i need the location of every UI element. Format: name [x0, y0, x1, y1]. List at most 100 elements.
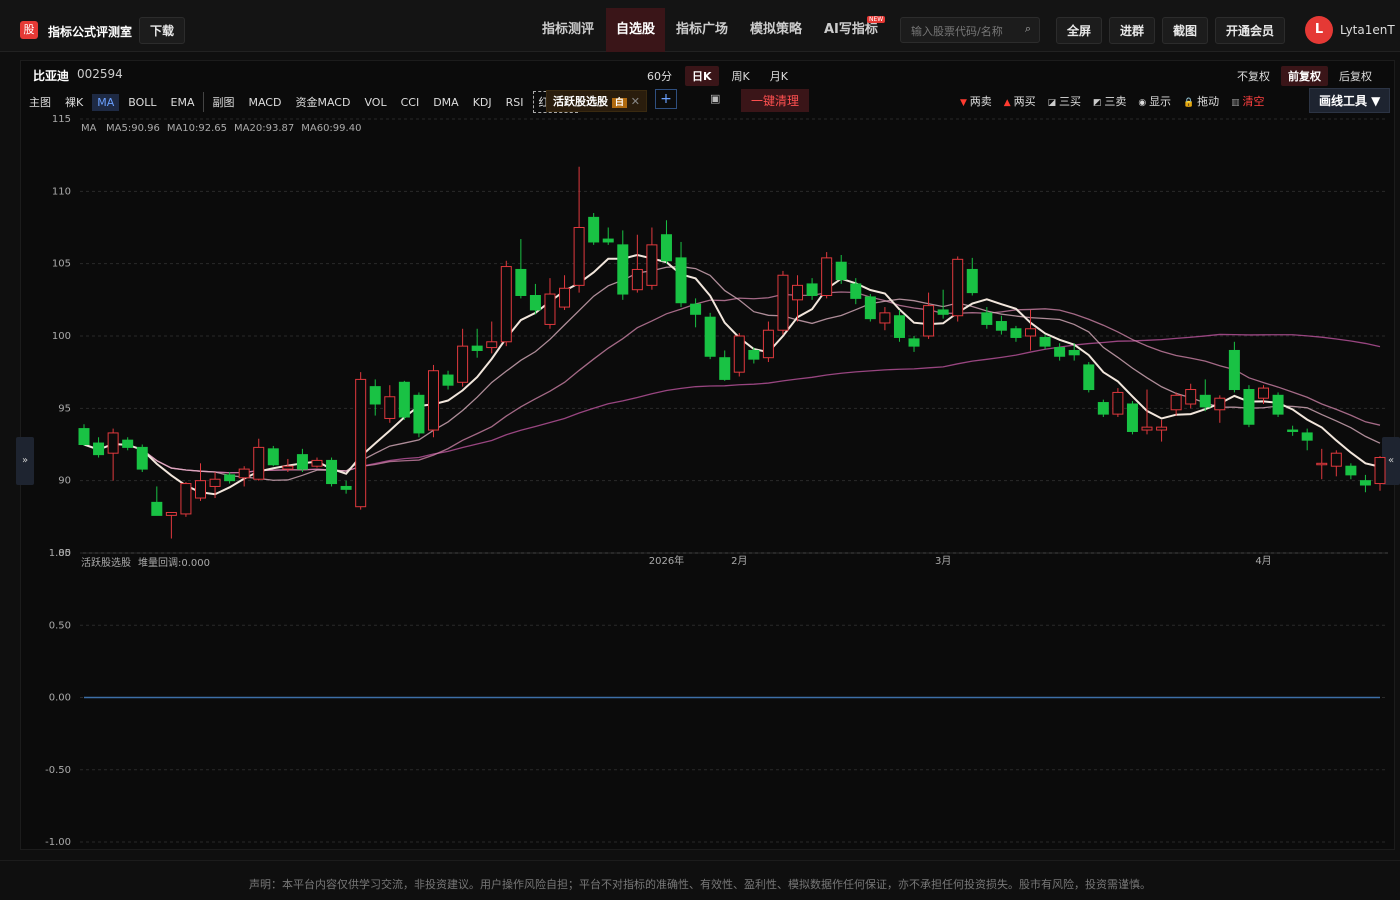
candle-body: [1374, 457, 1386, 485]
tool[interactable]: ◩ 三卖: [1092, 95, 1127, 108]
indicator[interactable]: RSI: [505, 95, 524, 109]
period[interactable]: 60分: [647, 70, 672, 83]
indicator[interactable]: KDJ: [472, 95, 492, 109]
header-button[interactable]: 开通会员: [1215, 17, 1286, 44]
candle-body: [253, 446, 265, 480]
candle-body: [1345, 465, 1357, 476]
nav-item[interactable]: 自选股: [606, 8, 666, 52]
indicator[interactable]: EMA: [170, 95, 195, 109]
tool[interactable]: ▲ 两买: [1003, 95, 1036, 108]
candle-body: [1010, 328, 1022, 338]
candle-body: [937, 309, 949, 315]
header-button[interactable]: 截图: [1162, 17, 1209, 44]
candle-body: [646, 244, 658, 286]
period[interactable]: 周K: [731, 70, 750, 83]
tool[interactable]: ▥ 清空: [1231, 95, 1265, 108]
indicator[interactable]: 副图: [203, 92, 239, 112]
candle-body: [850, 283, 862, 299]
candle-body: [413, 394, 425, 434]
y-tick-label: 0.00: [49, 693, 71, 704]
indicator[interactable]: MA: [92, 93, 120, 111]
y-tick-label: -1.00: [45, 837, 71, 848]
search-input[interactable]: 输入股票代码/名称 ⌕: [900, 17, 1040, 43]
nav-item[interactable]: 指标广场: [676, 22, 729, 37]
save-icon[interactable]: ▣: [710, 92, 721, 105]
indicator[interactable]: 资金MACD: [295, 96, 351, 109]
adjust-option[interactable]: 前复权: [1281, 66, 1328, 86]
candle-body: [966, 268, 978, 294]
ma-legend: MA10:92.65: [167, 123, 227, 134]
indicator[interactable]: CCI: [400, 95, 420, 109]
candle-body: [1301, 432, 1313, 441]
tool[interactable]: ▼ 两卖: [960, 95, 992, 108]
candle-body: [1258, 387, 1270, 399]
expand-left[interactable]: »: [16, 437, 34, 485]
header: 股 指标公式评测室 下载 指标测评 自选股 指标广场 模拟策略 AI写指标 NEW 输入…: [0, 0, 1400, 52]
candle-body: [398, 381, 410, 418]
candle-body: [529, 294, 541, 311]
active-tag-badge: 白: [611, 98, 627, 108]
adjust-option[interactable]: 后复权: [1339, 70, 1372, 83]
candle-body: [1126, 403, 1138, 432]
active-tag[interactable]: 活跃股选股 白 ✕: [546, 90, 647, 112]
candle-body: [267, 448, 279, 466]
nav-item[interactable]: 模拟策略: [750, 22, 803, 37]
candle-body: [194, 480, 206, 499]
ma-legend: MA5:90.96: [106, 123, 160, 134]
indicator[interactable]: MACD: [248, 95, 282, 109]
adjust-option[interactable]: 不复权: [1237, 70, 1270, 83]
y-tick-label: 110: [52, 186, 71, 197]
candle-body: [1185, 389, 1197, 405]
candle-body: [559, 287, 571, 308]
candle-body: [981, 312, 993, 325]
nav-item[interactable]: AI写指标: [824, 22, 878, 37]
tool[interactable]: ◉ 显示: [1138, 95, 1172, 108]
y-tick-label: 90: [58, 476, 71, 487]
indicator[interactable]: DMA: [433, 95, 459, 109]
tool[interactable]: 🔒 拖动: [1183, 95, 1220, 108]
candle-body: [1068, 349, 1080, 356]
tool-label: 三卖: [1104, 95, 1127, 108]
download-button[interactable]: 下载: [139, 17, 186, 44]
candle-body: [821, 257, 833, 296]
candle-body: [544, 293, 556, 325]
candle-body: [1039, 336, 1051, 347]
indicator[interactable]: BOLL: [128, 95, 157, 109]
header-button[interactable]: 全屏: [1056, 17, 1103, 44]
candle-body: [777, 274, 789, 331]
candle-body: [180, 483, 192, 515]
candle-body: [1112, 391, 1124, 415]
indicator[interactable]: VOL: [364, 95, 387, 109]
candle-body: [952, 258, 964, 317]
avatar[interactable]: L: [1305, 16, 1333, 44]
indicator[interactable]: 主图: [29, 96, 51, 109]
candle-body: [1025, 328, 1037, 337]
tool[interactable]: ◪ 三买: [1047, 95, 1081, 108]
candle-body: [675, 257, 687, 304]
candle-body: [93, 442, 105, 456]
period[interactable]: 月K: [769, 70, 788, 83]
candle-body: [602, 238, 614, 243]
tool-label: 两卖: [969, 95, 992, 108]
clear-button[interactable]: 一键清理: [741, 89, 810, 112]
logo: 股: [20, 21, 38, 39]
add-button[interactable]: +: [655, 89, 677, 109]
candle-body: [1199, 394, 1211, 408]
draw-tools[interactable]: 画线工具 ▼: [1309, 88, 1391, 113]
period[interactable]: 日K: [685, 66, 719, 86]
app-name: 指标公式评测室: [48, 25, 133, 39]
y-tick-label: 115: [52, 114, 71, 125]
expand-right[interactable]: «: [1382, 437, 1400, 485]
indicator[interactable]: 裸K: [65, 96, 84, 109]
header-button[interactable]: 进群: [1109, 17, 1156, 44]
nav-item[interactable]: 指标测评: [542, 22, 595, 37]
candle-body: [355, 378, 367, 508]
candle-body: [500, 266, 512, 343]
candle-body: [908, 338, 920, 347]
candle-body: [792, 284, 804, 301]
candle-body: [1228, 349, 1240, 391]
candle-body: [704, 316, 716, 357]
candle-body: [995, 321, 1007, 331]
candle-body: [1170, 394, 1182, 411]
ma-line: [83, 265, 1381, 481]
